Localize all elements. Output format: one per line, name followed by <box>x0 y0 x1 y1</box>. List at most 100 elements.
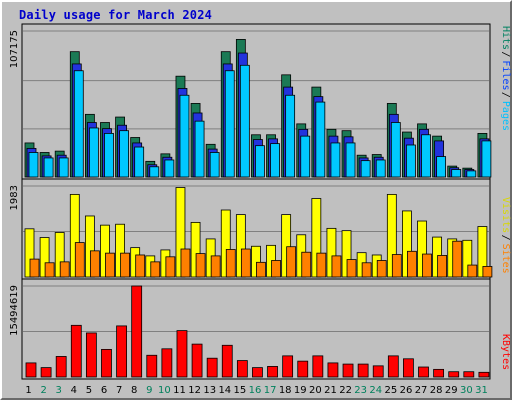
bar-kbytes-day-22 <box>342 363 354 378</box>
x-label-day-20: 20 <box>309 385 322 396</box>
chart-bars <box>24 39 493 378</box>
bar-sites-day-13 <box>210 255 221 278</box>
y-max-label: 1983 <box>9 185 20 210</box>
bar-kbytes-day-18 <box>282 355 294 378</box>
bar-pages-day-4 <box>73 70 84 178</box>
x-label-day-2: 2 <box>40 385 46 396</box>
bar-pages-day-16 <box>255 145 265 178</box>
x-axis-day-labels: 1 2 3 4 5 6 7 8 9 10 11 12 13 14 15 16 17 18 19 20 21 22 23 24 2… <box>25 385 487 396</box>
bar-sites-day-10 <box>165 256 176 278</box>
x-label-day-15: 15 <box>234 385 247 396</box>
bar-kbytes-day-5 <box>85 332 97 378</box>
bar-pages-day-11 <box>179 94 190 178</box>
bar-pages-day-20 <box>315 101 326 178</box>
bar-pages-day-17 <box>270 143 280 178</box>
bar-kbytes-day-12 <box>191 343 203 378</box>
x-label-day-31: 31 <box>475 385 488 396</box>
bar-visits-day-4 <box>69 193 80 278</box>
bar-visits-day-30 <box>462 239 473 278</box>
bar-pages-day-24 <box>375 159 386 178</box>
bar-sites-day-17 <box>271 260 281 278</box>
bar-visits-day-21 <box>326 227 337 278</box>
bar-kbytes-day-21 <box>327 362 339 378</box>
bar-visits-day-1 <box>24 228 35 278</box>
bar-sites-day-9 <box>150 261 161 278</box>
legend-visits: Visits <box>500 197 511 233</box>
bar-visits-day-5 <box>84 215 95 278</box>
bar-sites-day-8 <box>135 254 146 278</box>
bar-sites-day-1 <box>29 258 40 278</box>
legend-separator: / <box>500 51 511 57</box>
bar-visits-day-31 <box>477 226 488 278</box>
bar-sites-day-31 <box>482 266 493 278</box>
x-label-day-23: 23 <box>354 385 367 396</box>
bar-visits-day-16 <box>251 245 261 278</box>
bar-pages-day-6 <box>104 133 114 178</box>
bar-pages-day-2 <box>43 157 54 178</box>
x-label-day-4: 4 <box>71 385 77 396</box>
bar-pages-day-9 <box>149 166 160 178</box>
x-label-day-1: 1 <box>25 385 31 396</box>
x-label-day-13: 13 <box>203 385 216 396</box>
chart-panels <box>21 23 491 380</box>
bar-pages-day-25 <box>390 122 401 178</box>
bar-kbytes-day-6 <box>101 348 112 378</box>
bar-kbytes-day-31 <box>478 371 490 378</box>
bar-sites-day-20 <box>316 252 327 278</box>
x-label-day-30: 30 <box>460 385 473 396</box>
x-label-day-25: 25 <box>385 385 398 396</box>
bar-kbytes-day-8 <box>131 285 143 378</box>
bar-sites-day-7 <box>120 252 130 278</box>
bar-sites-day-28 <box>437 255 448 278</box>
bar-pages-day-23 <box>360 160 371 178</box>
y-max-label: 15494619 <box>9 285 20 336</box>
bar-visits-day-18 <box>281 214 292 278</box>
x-label-day-28: 28 <box>430 385 443 396</box>
bar-sites-day-18 <box>286 246 297 278</box>
legend-hits: Hits <box>500 26 511 50</box>
bar-pages-day-3 <box>58 157 69 178</box>
bar-pages-day-28 <box>436 156 447 178</box>
bar-visits-day-25 <box>386 193 397 278</box>
bar-pages-day-21 <box>330 142 341 178</box>
bar-sites-day-30 <box>467 264 478 278</box>
x-label-day-29: 29 <box>445 385 458 396</box>
bar-visits-day-11 <box>175 187 186 278</box>
legend-files: Files <box>500 60 511 90</box>
bar-sites-day-12 <box>195 253 206 278</box>
bar-sites-day-25 <box>391 254 402 278</box>
bar-kbytes-day-7 <box>116 325 127 378</box>
x-label-day-19: 19 <box>294 385 307 396</box>
bar-visits-day-20 <box>311 198 322 278</box>
x-label-day-16: 16 <box>249 385 262 396</box>
x-label-day-8: 8 <box>131 385 137 396</box>
bar-visits-day-26 <box>402 210 412 278</box>
bar-pages-day-12 <box>194 120 205 178</box>
bar-pages-day-30 <box>466 170 477 178</box>
x-label-day-18: 18 <box>279 385 292 396</box>
bar-kbytes-day-20 <box>312 355 324 378</box>
bar-sites-day-24 <box>376 260 387 278</box>
x-label-day-10: 10 <box>158 385 171 396</box>
bar-sites-day-15 <box>240 248 251 278</box>
bar-pages-day-14 <box>224 70 235 178</box>
x-label-day-22: 22 <box>339 385 352 396</box>
bar-sites-day-29 <box>452 240 463 278</box>
x-label-day-3: 3 <box>56 385 62 396</box>
y-axis-max-labels: 107175 1983 15494619 <box>9 30 20 336</box>
bar-sites-day-14 <box>225 249 236 278</box>
bar-pages-day-8 <box>134 146 145 178</box>
x-label-day-5: 5 <box>86 385 92 396</box>
bar-visits-day-2 <box>39 237 50 278</box>
bar-sites-day-11 <box>180 248 191 278</box>
legend-kbytes: KBytes <box>500 334 511 370</box>
x-label-day-9: 9 <box>146 385 152 396</box>
bar-sites-day-5 <box>89 250 100 278</box>
bar-kbytes-day-16 <box>252 367 263 378</box>
x-label-day-17: 17 <box>264 385 277 396</box>
bar-visits-day-15 <box>235 214 246 278</box>
bar-pages-day-29 <box>451 169 462 178</box>
bar-visits-day-12 <box>190 221 201 278</box>
